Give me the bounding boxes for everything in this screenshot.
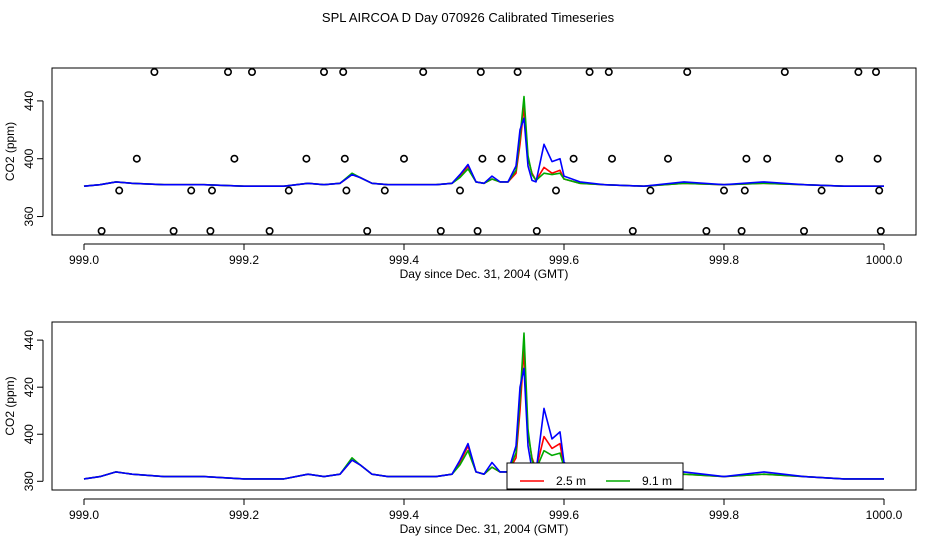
calibration-marker [780,68,789,77]
calibration-marker [646,186,655,195]
calibration-marker [455,186,464,195]
series-line-1m [83,117,884,187]
calibration-marker [663,154,672,163]
calibration-marker [763,154,772,163]
series-line-1m [83,367,884,480]
calibration-marker [875,186,884,195]
calibration-marker [835,154,844,163]
calibration-marker [169,227,178,236]
calibration-marker [150,68,159,77]
calibration-marker [628,227,637,236]
y-tick-label: 440 [22,91,36,111]
series-line-91m [83,95,884,187]
x-tick-label: 999.8 [709,508,739,522]
calibration-marker [436,227,445,236]
y-axis-label: CO2 (ppm) [3,376,17,435]
calibration-marker [585,68,594,77]
calibration-marker [380,186,389,195]
chart-title: SPL AIRCOA D Day 070926 Calibrated Times… [322,10,615,25]
calibration-marker [339,68,348,77]
calibration-marker [284,186,293,195]
calibration-marker [187,186,196,195]
calibration-marker [97,227,106,236]
series-line-91m [83,332,884,480]
calibration-marker [551,186,560,195]
calibration-marker [817,186,826,195]
calibration-marker [799,227,808,236]
legend-box [506,462,684,490]
y-axis-label: CO2 (ppm) [3,122,17,181]
x-tick-label: 999.8 [709,253,739,267]
calibration-marker [248,68,257,77]
calibration-marker [319,68,328,77]
calibration-marker [473,227,482,236]
x-tick-label: 999.6 [549,253,579,267]
top-panel: 999.0 999.2 999.4 999.6 999.8 1000.0 Day since… [3,67,917,281]
y-tick-label: 400 [22,424,36,444]
x-tick-label: 999.2 [229,253,259,267]
calibration-marker [302,154,311,163]
x-tick-label: 999.4 [389,253,419,267]
series-line-25m [83,348,884,480]
calibration-marker [871,68,880,77]
plot-frame [51,67,917,236]
calibration-marker [206,227,215,236]
calibration-marker [513,68,522,77]
x-tick-label: 999.0 [69,253,99,267]
calibration-marker [342,186,351,195]
calibration-marker [569,154,578,163]
calibration-marker [340,154,349,163]
bottom-panel: 999.0 999.2 999.4 999.6 999.8 1000.0 Day since… [3,321,917,536]
legend-label: 9.1 m [642,474,672,488]
calibration-marker [702,227,711,236]
calibration-marker [497,154,506,163]
calibration-marker [478,154,487,163]
calibration-marker [873,154,882,163]
calibration-marker [399,154,408,163]
calibration-marker [683,68,692,77]
calibration-marker [224,68,233,77]
x-tick-label: 999.6 [549,508,579,522]
calibration-marker [132,154,141,163]
y-tick-label: 420 [22,377,36,397]
calibration-marker [115,186,124,195]
y-tick-label: 400 [22,148,36,168]
calibration-marker [740,186,749,195]
calibration-marker [876,227,885,236]
calibration-marker [737,227,746,236]
x-tick-label: 1000.0 [866,253,903,267]
series-line-25m [83,105,884,187]
calibration-marker [532,227,541,236]
x-tick-label: 999.0 [69,508,99,522]
x-axis-label: Day since Dec. 31, 2004 (GMT) [400,267,569,281]
calibration-marker [854,68,863,77]
x-tick-label: 999.2 [229,508,259,522]
x-axis-label: Day since Dec. 31, 2004 (GMT) [400,522,569,536]
calibration-marker [604,68,613,77]
calibration-marker [607,154,616,163]
y-tick-label: 360 [22,206,36,226]
calibration-marker [476,68,485,77]
x-tick-label: 999.4 [389,508,419,522]
calibration-marker [719,186,728,195]
x-tick-label: 1000.0 [866,508,903,522]
calibration-marker [265,227,274,236]
y-tick-label: 380 [22,471,36,491]
y-tick-label: 440 [22,330,36,350]
calibration-marker [419,68,428,77]
calibration-marker [230,154,239,163]
calibration-marker [363,227,372,236]
calibration-marker [208,186,217,195]
plot-frame [51,321,917,491]
calibration-marker [742,154,751,163]
legend-label: 2.5 m [556,474,586,488]
